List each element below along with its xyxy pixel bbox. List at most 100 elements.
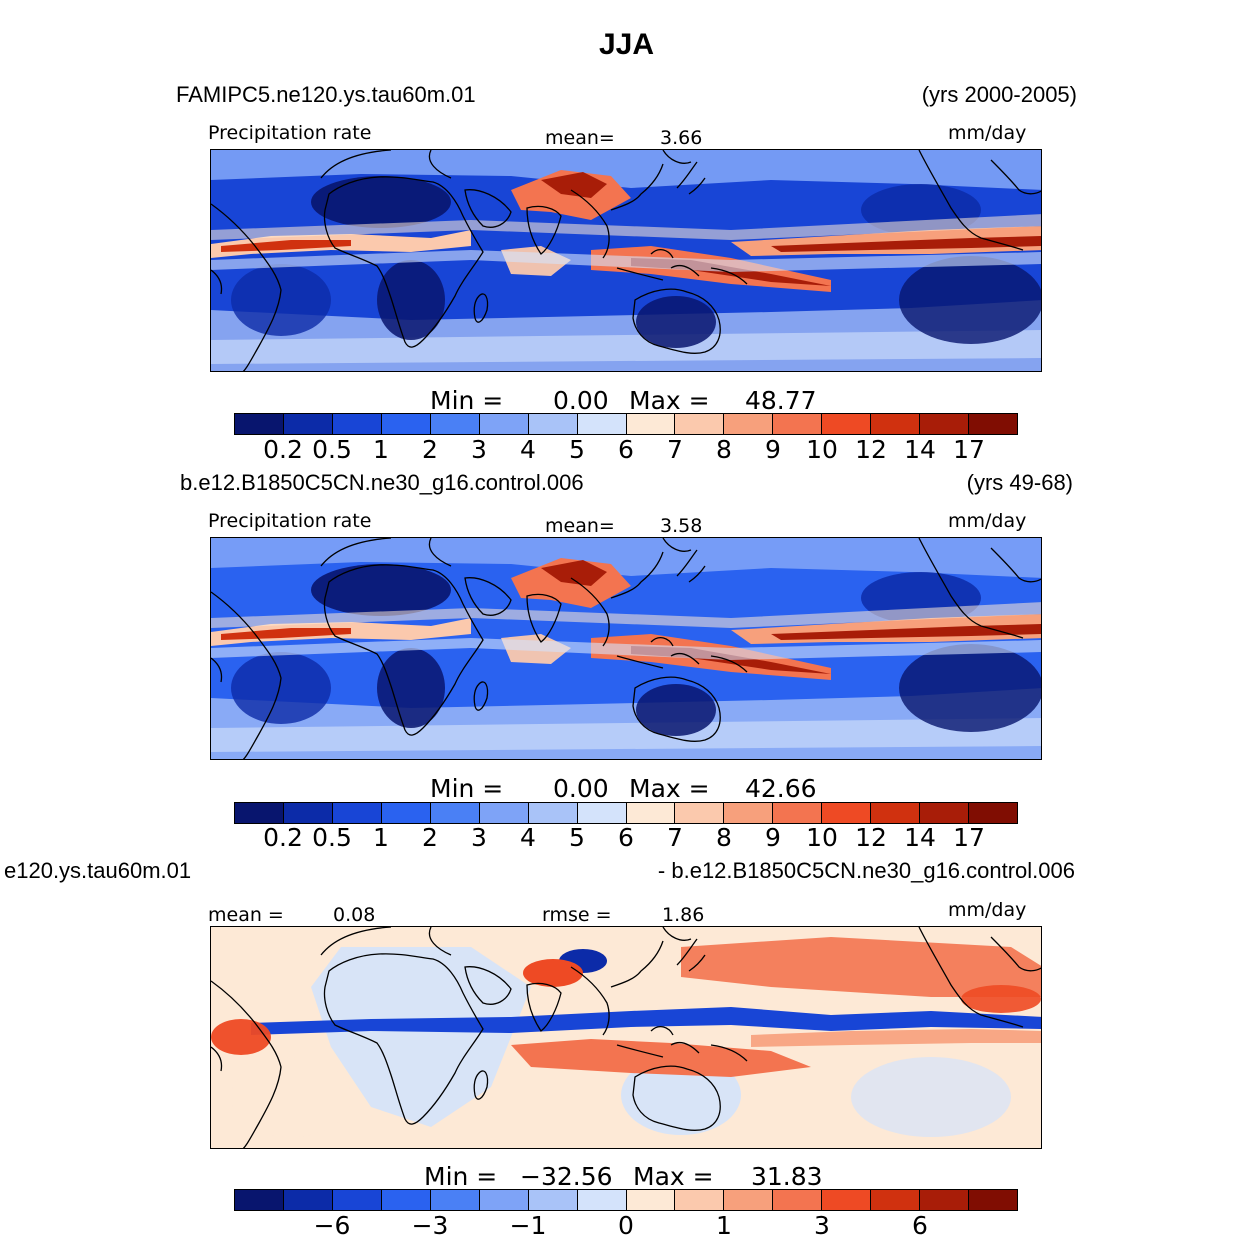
colorbar-swatch <box>430 803 480 823</box>
colorbar-tick-label: 9 <box>765 435 781 464</box>
colorbar-tick-label: 17 <box>953 435 985 464</box>
colorbar-tick-label: −1 <box>509 1211 547 1240</box>
colorbar-swatch <box>381 414 431 434</box>
coastline-japan <box>676 549 706 583</box>
coastline-europe <box>320 538 452 567</box>
coastline-india <box>526 982 562 1032</box>
coastline-seasia <box>570 150 692 259</box>
field-north-light <box>211 538 1041 578</box>
coastline-japan <box>676 161 706 195</box>
panel1-max-value: 48.77 <box>745 386 817 415</box>
colorbar-swatch <box>283 1190 333 1210</box>
colorbar-swatch <box>871 803 921 823</box>
panel3-mean-label: mean = <box>208 904 284 926</box>
coastline-samerica <box>211 591 282 759</box>
colorbar-tick-label: 8 <box>716 435 732 464</box>
colorbar-swatch <box>920 414 970 434</box>
panel2-map <box>210 537 1042 760</box>
colorbar-swatch <box>577 1190 627 1210</box>
panel1-map <box>210 149 1042 372</box>
field-samerica-pos <box>211 1019 271 1055</box>
panel3-min-value: −32.56 <box>520 1162 613 1191</box>
colorbar-swatch <box>773 414 823 434</box>
colorbar-tick-label: 12 <box>855 823 887 852</box>
field-s-atlantic-dry <box>231 264 331 336</box>
colorbar-swatch <box>724 1190 774 1210</box>
coastline-africa <box>323 564 484 736</box>
colorbar-swatch <box>235 803 284 823</box>
colorbar-tick-label: 10 <box>806 823 838 852</box>
colorbar-tick-label: 0.5 <box>312 823 352 852</box>
colorbar-swatch <box>822 414 872 434</box>
panel2-units: mm/day <box>948 510 1027 532</box>
panel2-variable-label: Precipitation rate <box>208 510 372 532</box>
coastline-japan <box>676 938 706 972</box>
field-maritime-pos <box>511 1039 811 1077</box>
colorbar-swatch <box>430 414 480 434</box>
field-australia-dry <box>636 684 716 736</box>
colorbar-swatch <box>381 1190 431 1210</box>
field-itcz-neg <box>251 1007 1041 1035</box>
panel1-map-svg <box>211 150 1041 371</box>
panel2-min-value: 0.00 <box>553 774 609 803</box>
field-indian-monsoon-core <box>541 560 607 586</box>
field-atlantic-itcz-core <box>221 240 351 252</box>
colorbar-swatch <box>920 1190 970 1210</box>
colorbar-tick-label: 3 <box>471 823 487 852</box>
field-australia-dry <box>636 296 716 348</box>
panel2-max-label: Max = <box>629 774 710 803</box>
panel1-case-name: FAMIPC5.ne120.ys.tau60m.01 <box>176 82 476 107</box>
colorbar-tick-label: 3 <box>814 1211 830 1240</box>
colorbar-tick-label: 14 <box>904 435 936 464</box>
colorbar-swatch <box>479 803 529 823</box>
colorbar-tick-label: 5 <box>569 435 585 464</box>
panel3-map <box>210 926 1042 1149</box>
coastline-australia <box>632 1065 721 1131</box>
colorbar-swatch <box>528 803 578 823</box>
field-southern-africa-dry <box>377 260 445 340</box>
coastline-namerica <box>918 538 1041 639</box>
colorbar-tick-label: 5 <box>569 823 585 852</box>
coastline-madagascar <box>473 1070 489 1100</box>
colorbar-tick-label: 7 <box>667 435 683 464</box>
field-itcz-halo-south <box>211 638 1041 660</box>
colorbar-swatch <box>577 414 627 434</box>
colorbar-swatch <box>773 803 823 823</box>
colorbar-swatch <box>822 803 872 823</box>
coastline-seasia <box>570 927 692 1036</box>
coastline-madagascar <box>473 293 489 323</box>
colorbar-swatch <box>235 414 284 434</box>
panel2-mean-label: mean= <box>545 515 615 537</box>
panel3-units: mm/day <box>948 899 1027 921</box>
panel1-years: (yrs 2000-2005) <box>921 82 1077 107</box>
colorbar-tick-label: 0 <box>618 1211 634 1240</box>
field-india-pos <box>523 959 583 987</box>
colorbar-swatch <box>969 414 1017 434</box>
field-indian-monsoon-core <box>541 172 607 198</box>
field-atlantic-itcz-core <box>221 628 351 640</box>
panel3-max-label: Max = <box>633 1162 714 1191</box>
colorbar-swatch <box>479 414 529 434</box>
coastline-arabia <box>464 577 512 616</box>
colorbar-swatch <box>822 1190 872 1210</box>
colorbar-tick-label: 4 <box>520 823 536 852</box>
colorbar-tick-label: −3 <box>411 1211 449 1240</box>
colorbar-tick-label: 4 <box>520 435 536 464</box>
colorbar-swatch <box>332 803 382 823</box>
coastline-namerica <box>918 927 1041 1028</box>
colorbar-swatch <box>724 803 774 823</box>
field-s-atlantic-dry <box>231 652 331 724</box>
field-pacific-itcz-core <box>771 236 1041 252</box>
coastline-indonesia <box>616 1025 748 1062</box>
colorbar-swatch <box>626 1190 676 1210</box>
panel2-min-label: Min = <box>430 774 504 803</box>
coastline-namerica <box>918 150 1041 251</box>
colorbar-swatch <box>528 414 578 434</box>
coastline-india <box>526 205 562 255</box>
field-se-pacific-dry <box>899 256 1041 344</box>
coastline-africa <box>323 176 484 348</box>
panel3-mean-value: 0.08 <box>333 904 376 926</box>
colorbar-swatch <box>332 1190 382 1210</box>
panel2-years: (yrs 49-68) <box>966 470 1073 495</box>
field-mexico-pos <box>961 985 1041 1013</box>
